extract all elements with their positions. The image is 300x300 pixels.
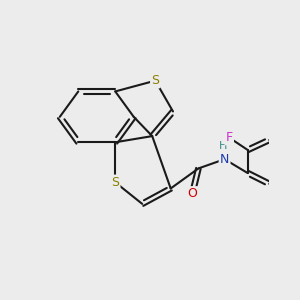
Text: N: N bbox=[220, 153, 229, 166]
Text: S: S bbox=[111, 176, 119, 189]
Text: F: F bbox=[226, 131, 233, 144]
Text: O: O bbox=[187, 187, 197, 200]
Text: H: H bbox=[219, 141, 227, 151]
Text: S: S bbox=[151, 74, 159, 87]
